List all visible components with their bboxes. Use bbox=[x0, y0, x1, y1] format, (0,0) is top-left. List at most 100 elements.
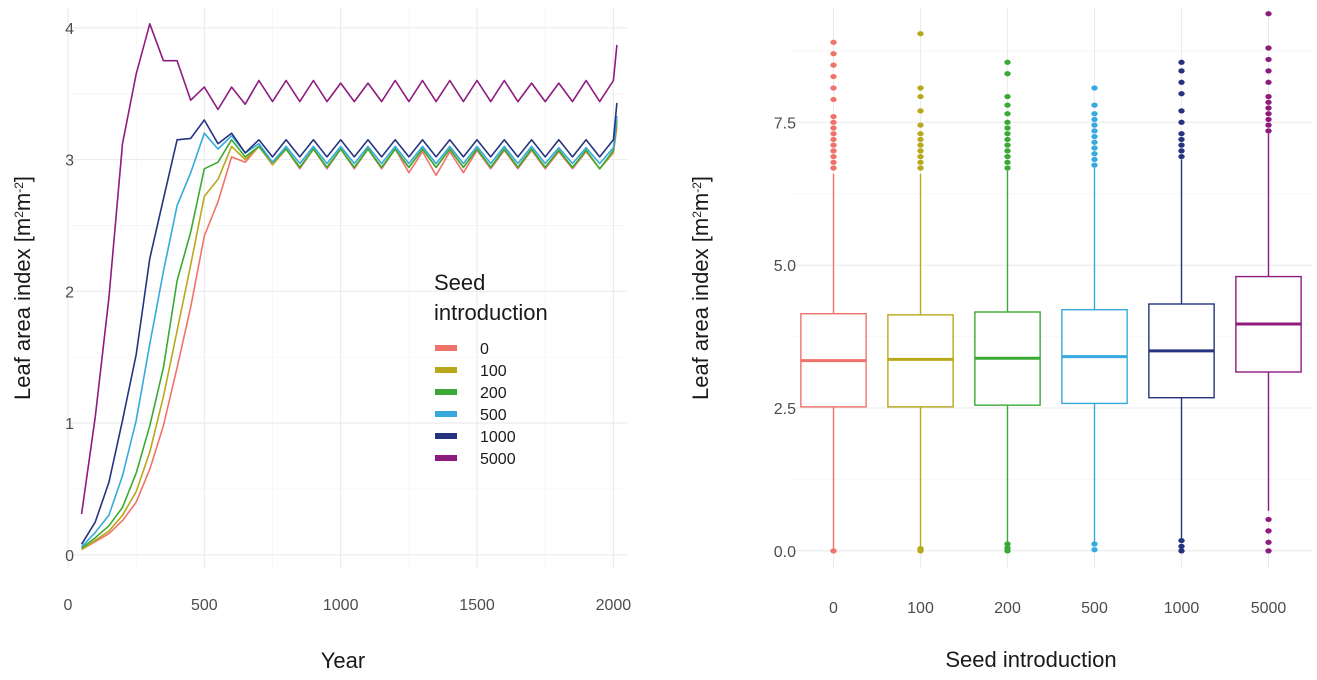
legend-label-100: 100 bbox=[480, 363, 507, 380]
box-plot-x-axis-title: Seed introduction bbox=[945, 647, 1116, 672]
box-outlier-point bbox=[830, 62, 837, 68]
legend-label-1000: 1000 bbox=[480, 429, 516, 446]
line-chart-y-tick-label: 1 bbox=[65, 416, 74, 433]
line-series-500 bbox=[81, 115, 618, 548]
box-outlier-point bbox=[1265, 11, 1272, 17]
box-outlier-point bbox=[917, 85, 924, 91]
box-outlier-point bbox=[830, 39, 837, 45]
line-chart-y-tick-label: 0 bbox=[65, 548, 74, 565]
box-outlier-point bbox=[830, 131, 837, 137]
box-outlier-point bbox=[917, 153, 924, 160]
legend-key-100 bbox=[435, 367, 457, 373]
box-plot-y-tick-label: 0.0 bbox=[774, 544, 796, 561]
box-outlier-point bbox=[1091, 162, 1098, 168]
box-outlier-point bbox=[830, 125, 837, 131]
box-500 bbox=[1061, 85, 1128, 553]
box-outlier-point bbox=[1178, 148, 1185, 154]
box-outlier-point bbox=[1004, 93, 1011, 100]
line-series-0 bbox=[81, 126, 618, 551]
box-outlier-point bbox=[830, 51, 837, 57]
box-outlier-point bbox=[1265, 516, 1272, 523]
box-plot-y-tick-label: 7.5 bbox=[774, 115, 796, 132]
box-outlier-point bbox=[830, 119, 837, 125]
box-outlier-point bbox=[830, 548, 837, 554]
line-chart-x-tick-label: 1000 bbox=[323, 597, 359, 614]
legend-label-500: 500 bbox=[480, 407, 507, 424]
box-outlier-point bbox=[1091, 128, 1098, 134]
legend-key-1000 bbox=[435, 433, 457, 439]
box-outlier-point bbox=[1004, 142, 1011, 148]
box-plot-x-tick-label: 200 bbox=[994, 600, 1021, 617]
box-outlier-point bbox=[1178, 108, 1185, 114]
box-outlier-point bbox=[1004, 102, 1011, 108]
box-plot-y-axis-title: Leaf area index [m2m-2] bbox=[688, 176, 713, 400]
box-outlier-point bbox=[1091, 111, 1098, 117]
line-chart-y-axis-title: Leaf area index [m2m-2] bbox=[10, 176, 35, 400]
box-200 bbox=[974, 59, 1041, 554]
box-outlier-point bbox=[917, 31, 924, 37]
box-outlier-point bbox=[1091, 547, 1098, 553]
box-outlier-point bbox=[1178, 153, 1185, 160]
box-outlier-point bbox=[1004, 119, 1011, 125]
line-series-1000 bbox=[80, 102, 618, 545]
box-outlier-point bbox=[1091, 85, 1098, 91]
box-outlier-point bbox=[1178, 543, 1185, 549]
box-outlier-point bbox=[1178, 142, 1185, 148]
box-outlier-point bbox=[1178, 537, 1185, 544]
box-outlier-point bbox=[1091, 116, 1098, 123]
box-outlier-point bbox=[1091, 156, 1098, 163]
box-outlier-point bbox=[1265, 45, 1272, 51]
line-chart-x-axis-title: Year bbox=[321, 648, 365, 673]
box-outlier-point bbox=[1004, 541, 1011, 547]
box-plot-x-tick-label: 0 bbox=[829, 600, 838, 617]
box-outlier-point bbox=[1265, 68, 1272, 74]
legend-key-200 bbox=[435, 389, 457, 395]
legend-key-5000 bbox=[435, 455, 457, 461]
line-chart-x-tick-label: 500 bbox=[191, 597, 218, 614]
box-1000 bbox=[1148, 59, 1215, 554]
box-outlier-point bbox=[1004, 71, 1011, 77]
box-outlier-point bbox=[917, 159, 924, 165]
box-outlier-point bbox=[1091, 139, 1098, 145]
box-outlier-point bbox=[1265, 99, 1272, 105]
box-outlier-point bbox=[1004, 148, 1011, 154]
legend-label-0: 0 bbox=[480, 341, 489, 358]
box-outlier-point bbox=[1178, 119, 1185, 125]
box-outlier-point bbox=[1178, 79, 1185, 85]
box-outlier-point bbox=[1004, 153, 1011, 160]
legend-label-200: 200 bbox=[480, 385, 507, 402]
box-outlier-point bbox=[1178, 91, 1185, 97]
box-outlier-point bbox=[1265, 56, 1272, 63]
box-outlier-point bbox=[917, 108, 924, 114]
line-chart-y-tick-label: 4 bbox=[65, 21, 74, 38]
box-outlier-point bbox=[1265, 105, 1272, 111]
box-outlier-point bbox=[1178, 68, 1185, 74]
box-outlier-point bbox=[1265, 528, 1272, 534]
box-outlier-point bbox=[830, 148, 837, 154]
box-outlier-point bbox=[1265, 111, 1272, 117]
box-outlier-point bbox=[830, 96, 837, 103]
box-0 bbox=[800, 39, 867, 554]
box-outlier-point bbox=[1091, 102, 1098, 108]
legend-label-5000: 5000 bbox=[480, 451, 516, 468]
box-outlier-point bbox=[830, 85, 837, 91]
box-outlier-point bbox=[1004, 136, 1011, 143]
box-outlier-point bbox=[1265, 93, 1272, 100]
box-outlier-point bbox=[1004, 125, 1011, 131]
box-outlier-point bbox=[1091, 145, 1098, 151]
line-series-100 bbox=[81, 122, 618, 551]
box-outlier-point bbox=[1178, 131, 1185, 137]
box-plot-y-tick-label: 2.5 bbox=[774, 401, 796, 418]
legend-key-0 bbox=[435, 345, 457, 351]
box-outlier-point bbox=[917, 122, 924, 128]
legend-key-500 bbox=[435, 411, 457, 417]
box-outlier-point bbox=[1004, 111, 1011, 117]
box-outlier-point bbox=[917, 148, 924, 154]
legend-title-line-1: Seed bbox=[434, 270, 485, 295]
box-plot-x-tick-label: 500 bbox=[1081, 600, 1108, 617]
box-outlier-point bbox=[917, 136, 924, 143]
box-plot-x-tick-label: 1000 bbox=[1164, 600, 1200, 617]
box-outlier-point bbox=[1091, 133, 1098, 140]
